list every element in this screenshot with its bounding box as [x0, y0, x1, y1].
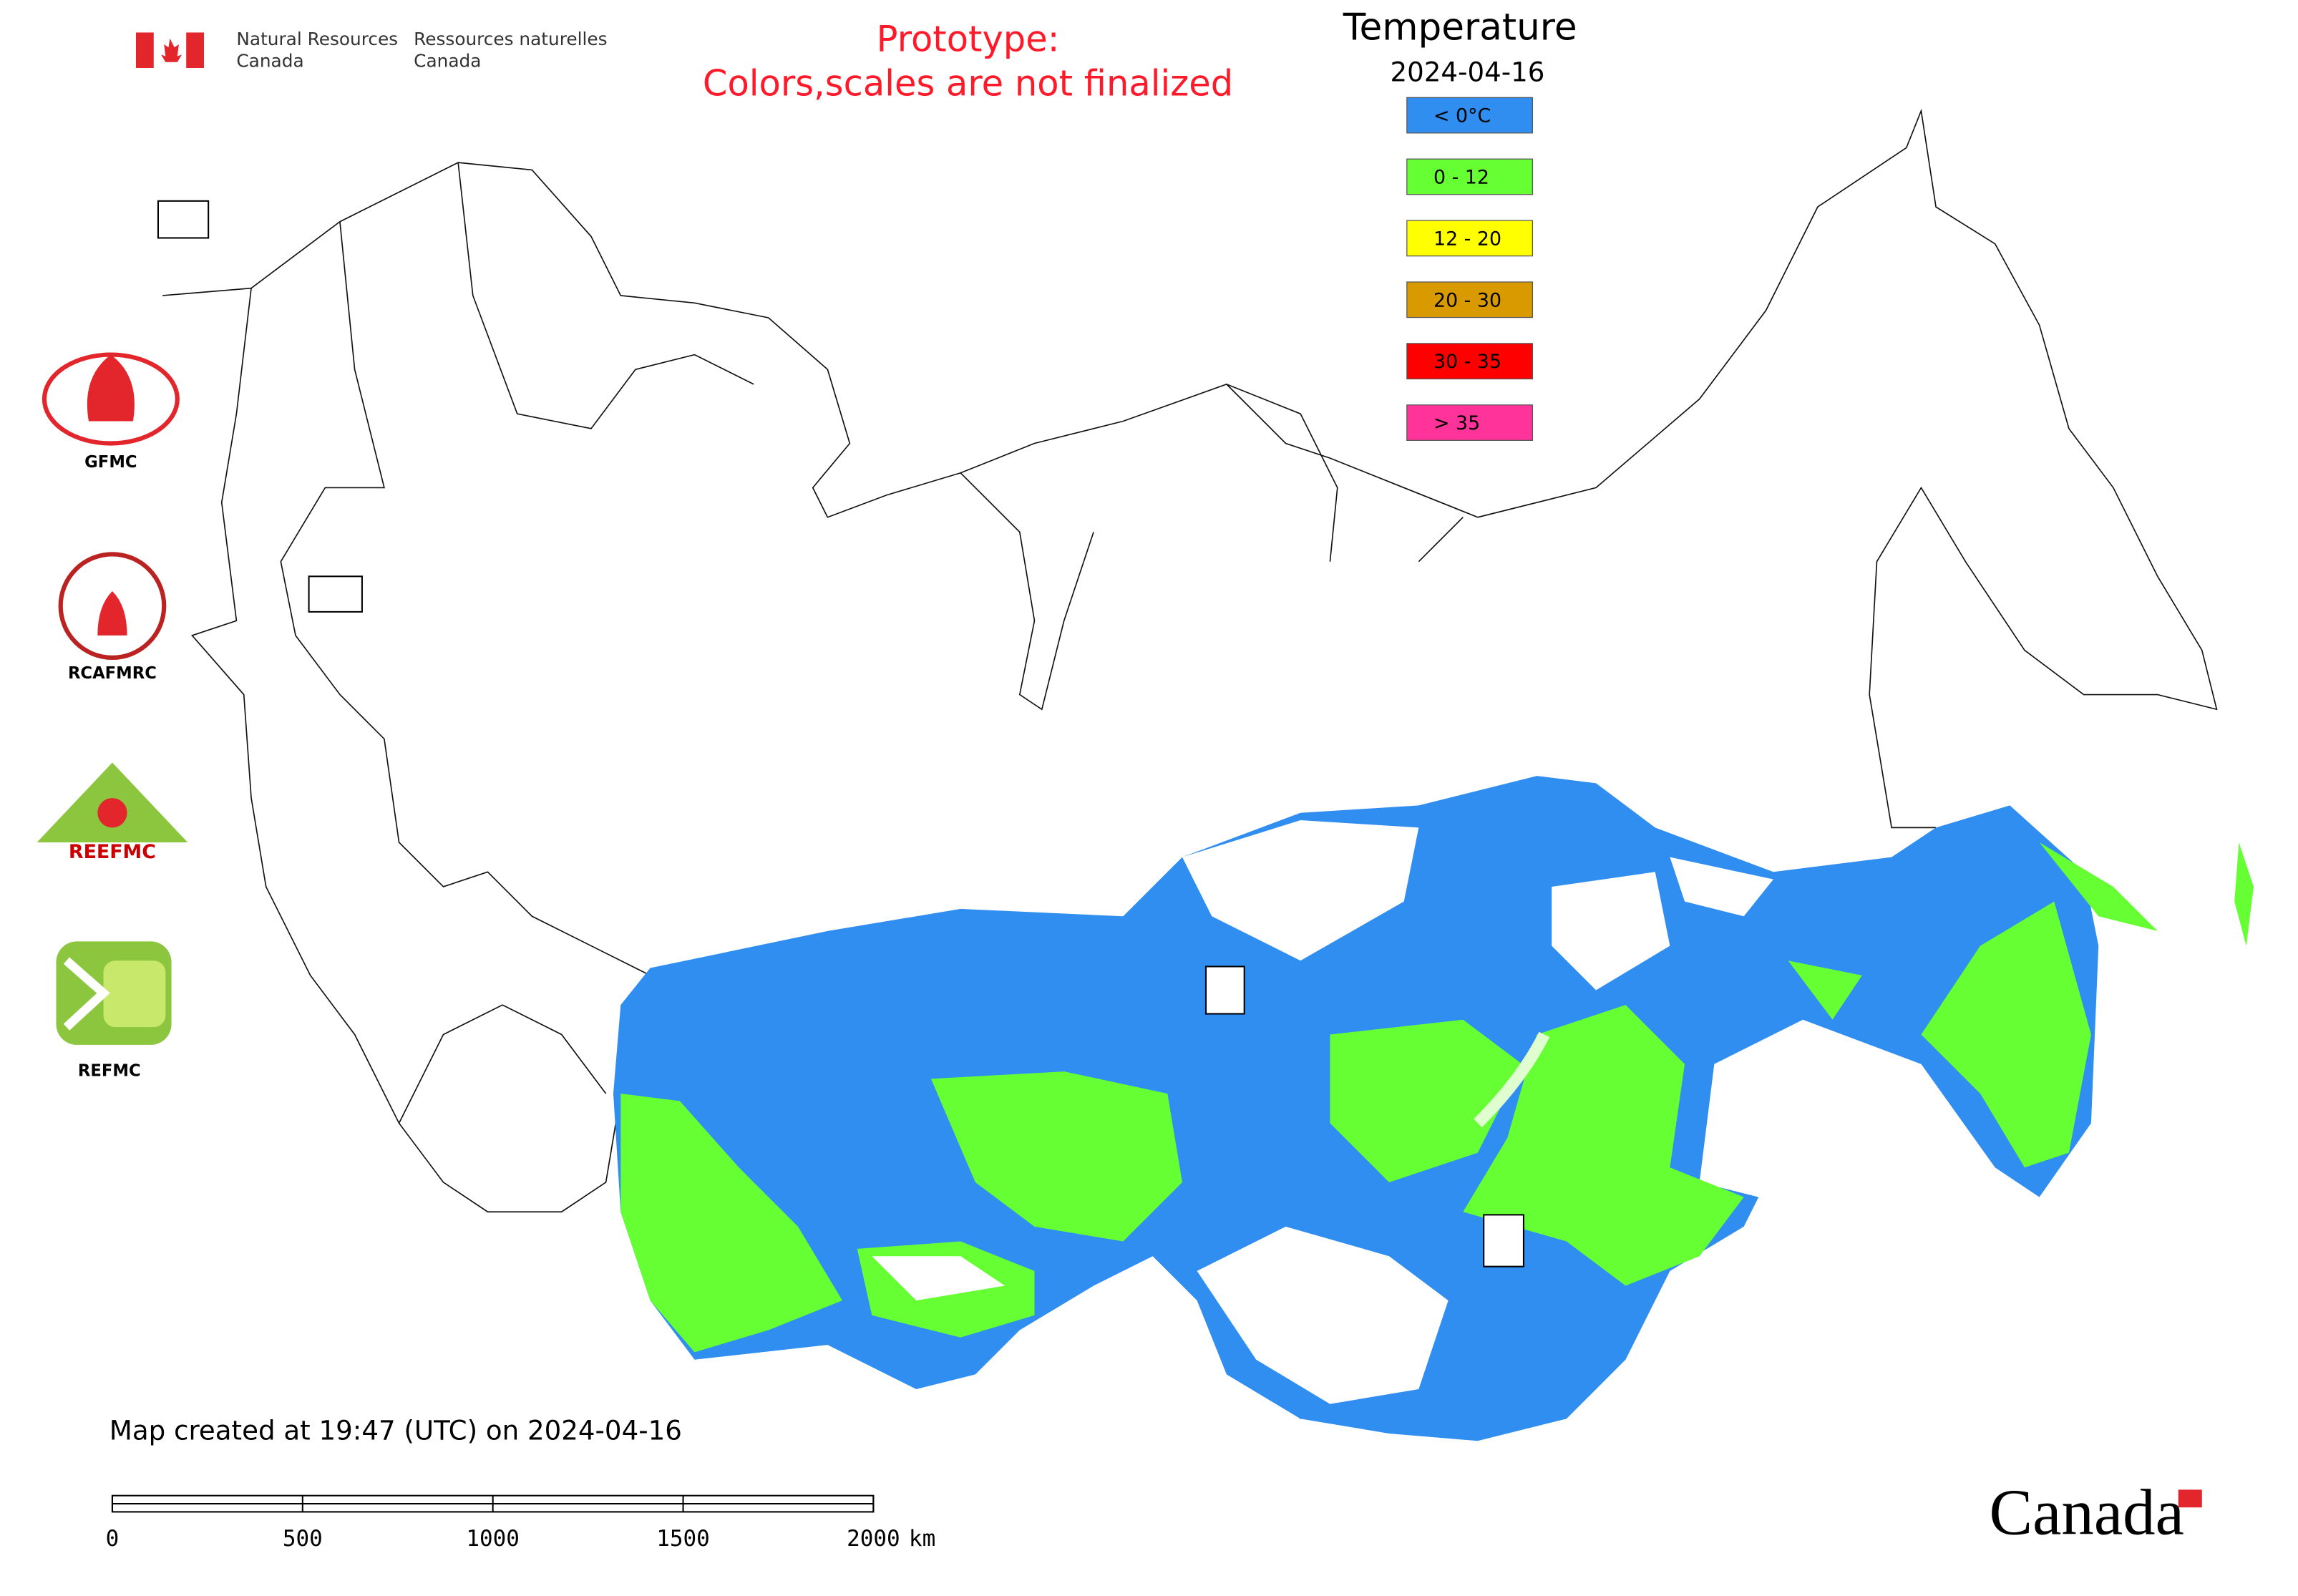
- logo-reefmc: REEFMC: [36, 762, 188, 863]
- scale-label: 2000: [847, 1526, 900, 1552]
- flag: [135, 32, 204, 68]
- footer: Map created at 19:47 (UTC) on 2024-04-16: [109, 1415, 682, 1446]
- legend-swatch: [1406, 281, 1533, 318]
- logo-rcafmrc: [58, 552, 167, 660]
- mild-regions: [620, 842, 2254, 1353]
- agency-fr: Ressources naturelles: [414, 29, 607, 49]
- logo-label: REFMC: [78, 1062, 141, 1081]
- notice: Prototype:: [877, 18, 1060, 59]
- wordmark: Canada: [1989, 1476, 2183, 1549]
- map-markers: [157, 200, 1524, 1267]
- legend-swatch: [1406, 343, 1533, 380]
- logo-label: GFMC: [84, 453, 137, 472]
- legend-swatch: [1406, 220, 1533, 257]
- scale-label: 500: [283, 1526, 323, 1552]
- notice: Colors,scales are not finalized: [703, 62, 1233, 104]
- legend-date: 2024-04-16: [1391, 57, 1545, 88]
- legend-swatch: [1406, 158, 1533, 195]
- legend-label: 20 - 30: [1433, 289, 1501, 311]
- logo-gfmc: [42, 352, 180, 446]
- lake: [1474, 1031, 1550, 1128]
- logo-refmc: [56, 941, 172, 1045]
- agency-en: Canada: [236, 51, 303, 72]
- legend-label: 0 - 12: [1433, 167, 1489, 189]
- logo-text: REEFMC: [69, 841, 156, 863]
- agency-en: Natural Resources: [236, 29, 398, 49]
- no-data-regions: [872, 820, 1773, 1404]
- legend-label: 12 - 20: [1433, 228, 1501, 250]
- legend-label: 30 - 35: [1433, 351, 1501, 373]
- legend-swatch: [1406, 97, 1533, 134]
- legend-label: > 35: [1433, 412, 1480, 434]
- scale-label: 0: [106, 1526, 120, 1552]
- scale-label: 1000: [466, 1526, 520, 1552]
- legend-swatch: [1406, 404, 1533, 441]
- agency-fr: Canada: [414, 51, 481, 72]
- scale-unit: km: [909, 1526, 935, 1552]
- legend-label: < 0°C: [1433, 105, 1491, 127]
- country-outlines: [162, 108, 2218, 1419]
- logo-label: RCAFMRC: [68, 664, 157, 683]
- wordmark-flag: [2178, 1489, 2202, 1508]
- legend-title: Temperature: [1343, 6, 1577, 49]
- scale-label: 1500: [656, 1526, 710, 1552]
